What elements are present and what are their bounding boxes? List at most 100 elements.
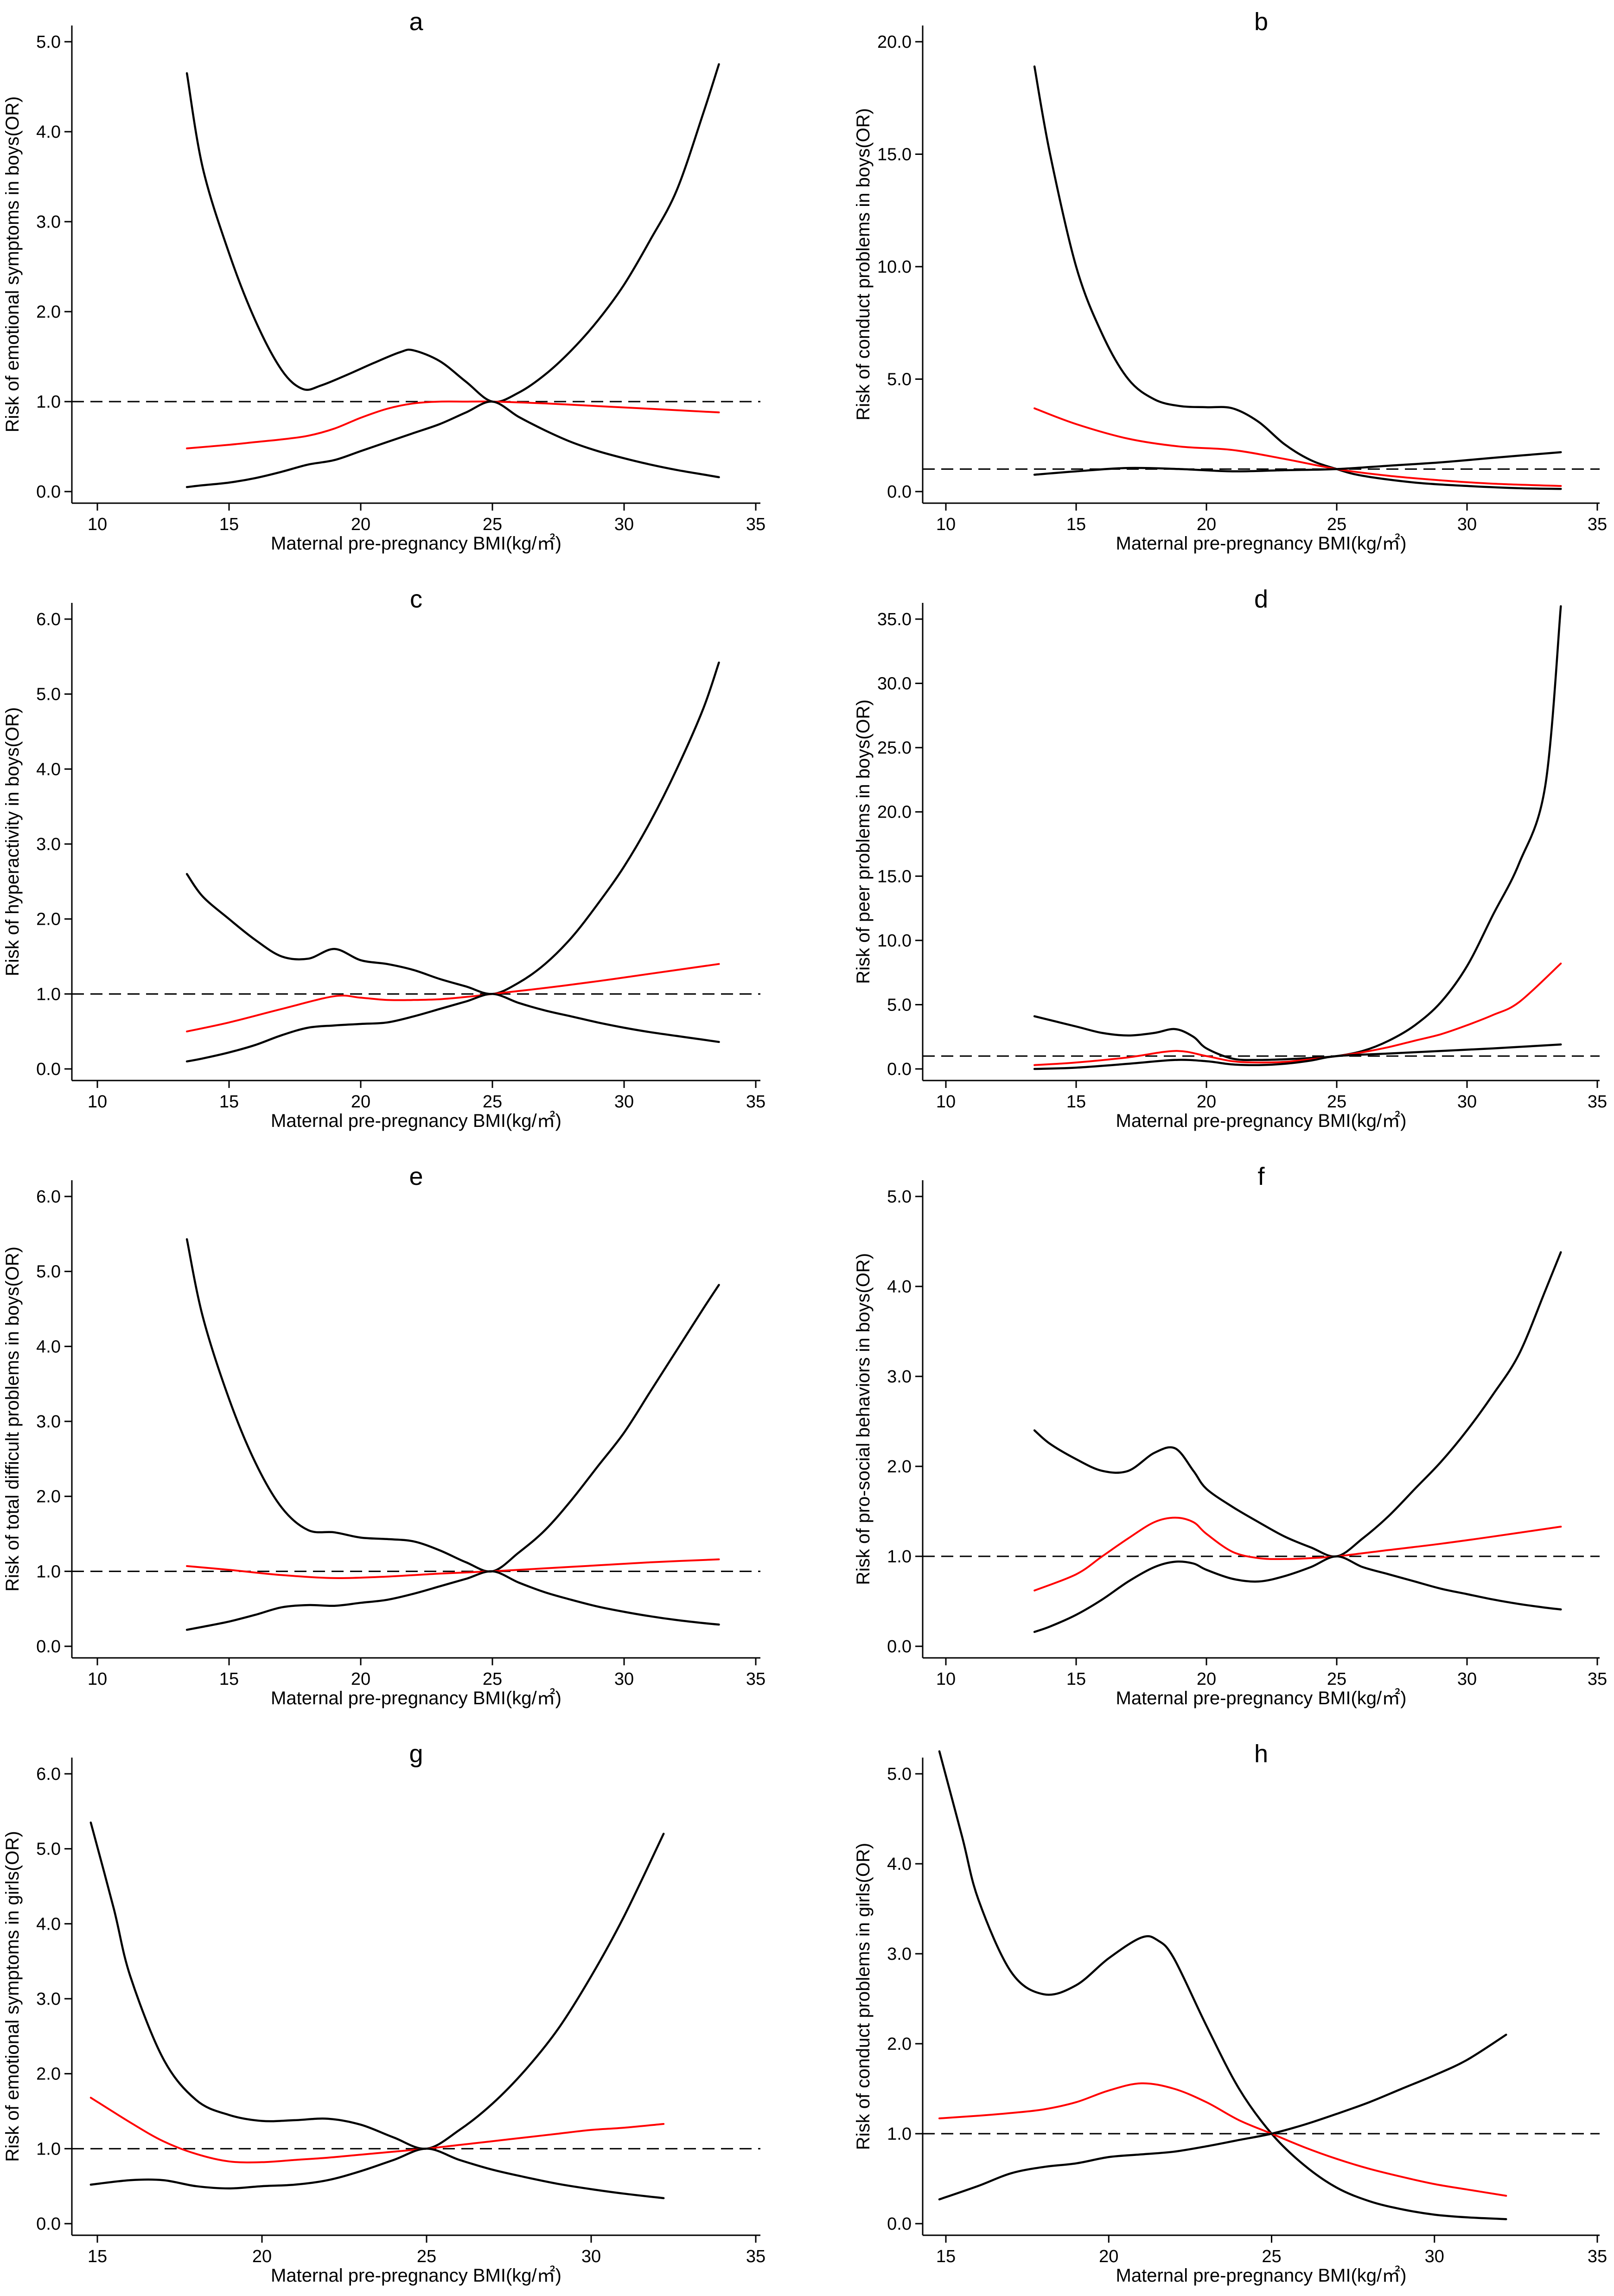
y-tick-label: 4.0 xyxy=(887,1855,912,1874)
y-axis-title: Risk of conduct problems in boys(OR) xyxy=(853,108,874,421)
series-line-upper-ci xyxy=(1033,65,1562,490)
series-line-lower-ci xyxy=(938,2034,1507,2200)
x-axis-title: Maternal pre-pregnancy BMI(kg/㎡) xyxy=(1116,1111,1407,1131)
series-line-lower-ci xyxy=(1033,1555,1562,1633)
x-tick-label: 30 xyxy=(1457,515,1477,534)
x-tick-label: 25 xyxy=(483,1092,502,1112)
panel-title: f xyxy=(1257,1163,1265,1190)
y-tick-label: 10.0 xyxy=(877,931,912,951)
y-tick-label: 1.0 xyxy=(36,1562,61,1581)
y-tick-label: 1.0 xyxy=(36,985,61,1004)
y-tick-label: 2.0 xyxy=(36,302,61,322)
x-tick-label: 30 xyxy=(581,2247,601,2266)
y-tick-label: 0.0 xyxy=(887,482,912,502)
panel-b: 0.0 5.0 10.0 15.0 20.0 10 15 20 25 30 35 b Maternal … xyxy=(853,8,1607,554)
x-tick-label: 15 xyxy=(219,1669,239,1689)
x-tick-label: 35 xyxy=(1588,2247,1607,2266)
y-tick-label: 5.0 xyxy=(887,1765,912,1784)
y-tick-label: 4.0 xyxy=(36,1337,61,1356)
x-tick-label: 10 xyxy=(88,1092,107,1112)
y-tick-label: 6.0 xyxy=(36,1187,61,1207)
y-axis-title: Risk of hyperactivity in boys(OR) xyxy=(2,707,23,976)
y-tick-label: 5.0 xyxy=(36,685,61,704)
x-axis-title: Maternal pre-pregnancy BMI(kg/㎡) xyxy=(271,1688,561,1708)
panel-title: b xyxy=(1254,8,1268,36)
x-tick-label: 10 xyxy=(936,1669,956,1689)
series-line-odds-ratio xyxy=(89,2097,665,2163)
x-tick-label: 25 xyxy=(483,1669,502,1689)
x-tick-label: 15 xyxy=(219,1092,239,1112)
series-line-upper-ci xyxy=(1033,1251,1562,1558)
series-line-odds-ratio xyxy=(186,1558,720,1579)
y-tick-label: 1.0 xyxy=(36,2139,61,2159)
y-tick-label: 30.0 xyxy=(877,674,912,694)
panel-title: e xyxy=(409,1163,423,1190)
x-tick-label: 15 xyxy=(88,2247,107,2266)
x-tick-label: 10 xyxy=(936,515,956,534)
x-tick-label: 30 xyxy=(1457,1092,1477,1112)
x-tick-label: 25 xyxy=(1262,2247,1281,2266)
y-tick-label: 10.0 xyxy=(877,257,912,277)
y-tick-label: 5.0 xyxy=(36,1840,61,1859)
series-line-upper-ci xyxy=(185,63,720,403)
y-axis-title: Risk of emotional symptoms in girls(OR) xyxy=(2,1831,23,2162)
x-axis-title: Maternal pre-pregnancy BMI(kg/㎡) xyxy=(271,2265,561,2286)
x-tick-label: 10 xyxy=(88,515,107,534)
series-line-odds-ratio xyxy=(186,400,720,449)
x-tick-label: 30 xyxy=(614,1092,634,1112)
y-tick-label: 4.0 xyxy=(36,122,61,142)
y-tick-label: 15.0 xyxy=(877,867,912,886)
panel-title: c xyxy=(410,585,422,613)
series-line-odds-ratio xyxy=(186,963,720,1033)
y-tick-label: 4.0 xyxy=(887,1277,912,1297)
x-tick-label: 15 xyxy=(1066,515,1086,534)
y-tick-label: 3.0 xyxy=(887,1944,912,1964)
y-tick-label: 0.0 xyxy=(36,1060,61,1079)
series-line-lower-ci xyxy=(89,2148,665,2200)
series-line-upper-ci xyxy=(89,1821,665,2150)
y-tick-label: 3.0 xyxy=(887,1367,912,1387)
y-tick-label: 0.0 xyxy=(36,2214,61,2234)
x-tick-label: 25 xyxy=(417,2247,436,2266)
x-tick-label: 35 xyxy=(746,1669,766,1689)
series-line-upper-ci xyxy=(185,661,720,995)
x-tick-label: 15 xyxy=(1066,1669,1086,1689)
y-tick-label: 0.0 xyxy=(887,1060,912,1079)
y-tick-label: 1.0 xyxy=(887,1547,912,1567)
series-line-upper-ci xyxy=(1033,605,1562,1061)
x-tick-label: 20 xyxy=(1197,1092,1216,1112)
y-tick-label: 4.0 xyxy=(36,760,61,779)
y-tick-label: 0.0 xyxy=(36,482,61,502)
series-line-lower-ci xyxy=(185,1570,720,1631)
panel-title: d xyxy=(1254,585,1268,613)
y-axis-title: Risk of total difficult problems in boys… xyxy=(2,1247,23,1592)
x-tick-label: 30 xyxy=(614,515,634,534)
y-tick-label: 25.0 xyxy=(877,738,912,758)
y-tick-label: 0.0 xyxy=(887,2214,912,2234)
y-tick-label: 2.0 xyxy=(887,2034,912,2054)
series-line-odds-ratio xyxy=(1033,1516,1562,1592)
x-tick-label: 10 xyxy=(936,1092,956,1112)
panel-f: 0.0 1.0 2.0 3.0 4.0 5.0 10 15 20 25 30 35 f Maternal … xyxy=(853,1163,1607,1708)
x-axis-title: Maternal pre-pregnancy BMI(kg/㎡) xyxy=(1116,533,1407,554)
panel-title: h xyxy=(1254,1740,1268,1768)
series-line-lower-ci xyxy=(185,400,720,488)
y-tick-label: 3.0 xyxy=(36,212,61,232)
x-tick-label: 20 xyxy=(1197,1669,1216,1689)
y-tick-label: 5.0 xyxy=(887,370,912,390)
y-tick-label: 4.0 xyxy=(36,1914,61,1934)
y-tick-label: 6.0 xyxy=(36,1765,61,1784)
series-line-odds-ratio xyxy=(1033,407,1562,487)
x-tick-label: 20 xyxy=(252,2247,272,2266)
series-line-lower-ci xyxy=(1033,1043,1562,1070)
y-tick-label: 20.0 xyxy=(877,803,912,822)
y-tick-label: 5.0 xyxy=(887,1187,912,1207)
x-tick-label: 35 xyxy=(1588,1669,1607,1689)
y-axis-title: Risk of conduct problems in girls(OR) xyxy=(853,1843,874,2150)
x-tick-label: 35 xyxy=(746,1092,766,1112)
x-tick-label: 30 xyxy=(1457,1669,1477,1689)
panel-g: 0.0 1.0 2.0 3.0 4.0 5.0 6.0 15 20 25 30 35 g Maternal… xyxy=(2,1740,766,2286)
y-tick-label: 5.0 xyxy=(887,995,912,1015)
x-tick-label: 20 xyxy=(351,1092,370,1112)
